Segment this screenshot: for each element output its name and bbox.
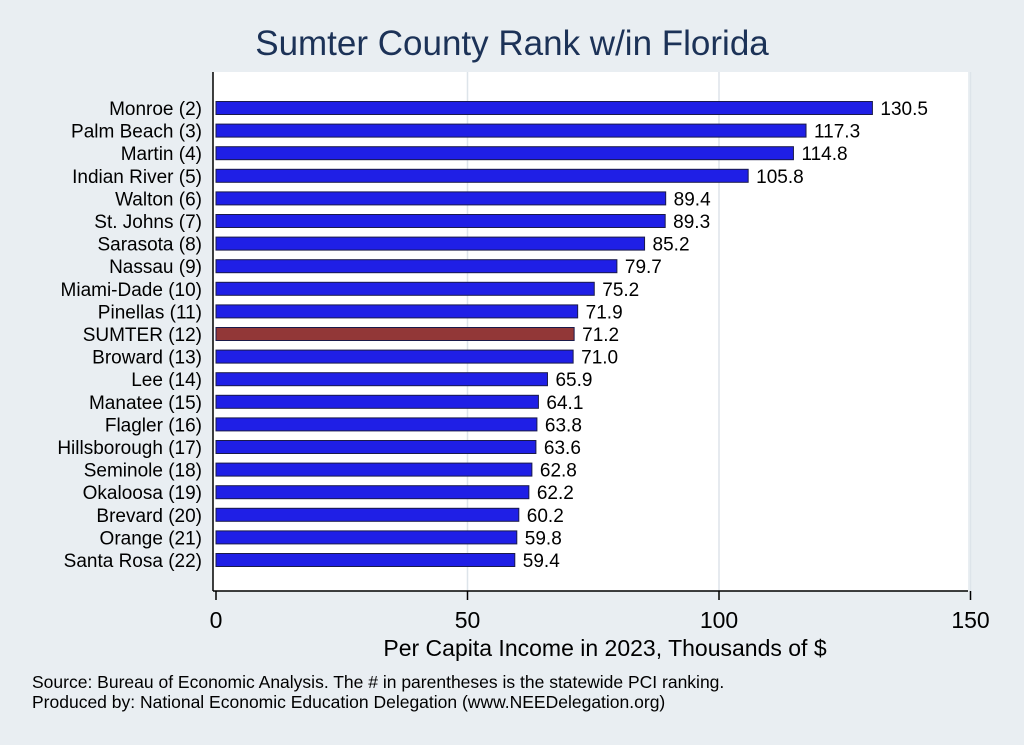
bar xyxy=(215,349,574,364)
x-tick-label: 0 xyxy=(210,607,223,633)
bar xyxy=(215,214,666,228)
category-label: Broward (13) xyxy=(92,348,202,369)
value-label: 63.6 xyxy=(544,438,581,459)
bar xyxy=(215,485,530,500)
producer-note: Produced by: National Economic Education… xyxy=(32,692,666,712)
bar xyxy=(215,281,595,296)
value-label: 89.3 xyxy=(673,212,710,233)
category-label: Martin (4) xyxy=(121,144,202,165)
bar xyxy=(215,372,548,387)
value-label: 85.2 xyxy=(653,235,690,256)
category-label: Manatee (15) xyxy=(89,393,202,414)
x-tick-label: 100 xyxy=(700,607,738,633)
value-label: 62.2 xyxy=(537,483,574,504)
bar xyxy=(215,168,749,183)
bar xyxy=(215,440,537,454)
category-label: Hillsborough (17) xyxy=(57,438,202,459)
bar xyxy=(215,101,873,115)
value-label: 59.4 xyxy=(523,551,560,572)
bar xyxy=(215,553,516,567)
category-label: Lee (14) xyxy=(131,370,202,391)
chart-title: Sumter County Rank w/in Florida xyxy=(255,24,769,63)
value-label: 105.8 xyxy=(756,167,804,188)
value-label: 64.1 xyxy=(546,393,583,414)
value-label: 71.9 xyxy=(586,302,623,323)
category-label: Monroe (2) xyxy=(109,99,202,120)
category-label: Flagler (16) xyxy=(105,415,202,436)
value-label: 65.9 xyxy=(555,370,592,391)
value-label: 62.8 xyxy=(540,461,577,482)
category-label: SUMTER (12) xyxy=(83,325,202,346)
category-label: Brevard (20) xyxy=(96,506,202,527)
value-label: 130.5 xyxy=(880,99,928,120)
value-label: 89.4 xyxy=(674,189,711,210)
bar xyxy=(215,530,518,545)
x-tick-label: 50 xyxy=(455,607,481,633)
axes: 0 50 100 150 xyxy=(210,72,990,633)
source-note: Source: Bureau of Economic Analysis. The… xyxy=(32,672,725,692)
bars xyxy=(215,101,873,567)
footer: Source: Bureau of Economic Analysis. The… xyxy=(32,672,724,712)
bar xyxy=(215,462,533,477)
value-label: 71.0 xyxy=(581,348,618,369)
bar xyxy=(215,146,794,161)
category-label: Palm Beach (3) xyxy=(71,122,202,143)
bar xyxy=(215,123,807,138)
labels: Monroe (2) 130.5 Palm Beach (3) 117.3 Martin… xyxy=(57,99,928,572)
bar xyxy=(215,191,667,206)
category-label: Miami-Dade (10) xyxy=(61,280,202,301)
category-label: Nassau (9) xyxy=(109,257,202,278)
category-label: Pinellas (11) xyxy=(98,302,202,323)
bar xyxy=(215,507,520,522)
value-label: 59.8 xyxy=(525,528,562,549)
category-label: Sarasota (8) xyxy=(97,235,202,256)
category-label: Indian River (5) xyxy=(72,167,202,188)
value-label: 79.7 xyxy=(625,257,662,278)
category-label: Santa Rosa (22) xyxy=(64,551,202,572)
category-label: St. Johns (7) xyxy=(94,212,202,233)
value-label: 75.2 xyxy=(602,280,639,301)
category-label: Walton (6) xyxy=(115,189,202,210)
value-label: 114.8 xyxy=(801,144,847,165)
value-label: 117.3 xyxy=(814,122,860,143)
value-label: 60.2 xyxy=(527,506,564,527)
value-label: 63.8 xyxy=(545,415,582,436)
category-label: Seminole (18) xyxy=(84,461,202,482)
bar xyxy=(215,394,539,409)
value-label: 71.2 xyxy=(582,325,619,346)
bar-highlight xyxy=(215,327,575,341)
bar xyxy=(215,259,618,274)
bar xyxy=(215,236,646,251)
bar xyxy=(215,417,538,432)
category-label: Okaloosa (19) xyxy=(83,483,202,504)
x-axis-title: Per Capita Income in 2023, Thousands of … xyxy=(383,635,826,661)
bar xyxy=(215,304,579,319)
category-label: Orange (21) xyxy=(100,528,202,549)
x-tick-label: 150 xyxy=(951,607,989,633)
